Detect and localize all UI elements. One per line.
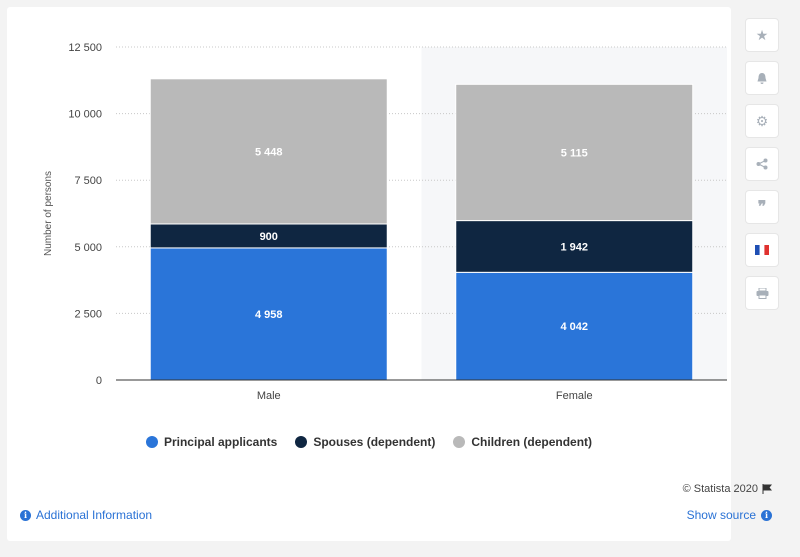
- chart-legend: Principal applicants Spouses (dependent) C…: [7, 435, 731, 449]
- info-icon: i: [761, 509, 772, 521]
- data-label: 5 115: [561, 147, 588, 159]
- y-tick-label: 12 500: [68, 42, 102, 54]
- data-label: 1 942: [560, 241, 588, 253]
- y-tick-label: 5 000: [74, 242, 102, 254]
- bar-segment[interactable]: [455, 271, 694, 381]
- french-flag-icon[interactable]: [745, 233, 779, 267]
- data-label: 4 958: [255, 309, 283, 321]
- info-icon: i: [20, 509, 31, 521]
- flag-icon: [762, 484, 772, 494]
- y-tick-label: 10 000: [68, 109, 102, 121]
- x-tick-label: Male: [257, 390, 281, 402]
- additional-information-link[interactable]: i Additional Information: [20, 508, 152, 522]
- legend-marker: [453, 436, 466, 448]
- bell-icon[interactable]: [745, 61, 779, 95]
- y-tick-label: 7 500: [74, 175, 102, 187]
- additional-information-label: Additional Information: [36, 508, 153, 522]
- data-label: 4 042: [560, 321, 588, 333]
- legend-item[interactable]: Principal applicants: [145, 435, 278, 449]
- show-source-label: Show source: [686, 508, 756, 522]
- bar-segment[interactable]: [149, 247, 388, 381]
- share-icon[interactable]: [745, 147, 779, 181]
- quote-icon[interactable]: ❞: [745, 190, 779, 224]
- legend-marker: [145, 436, 158, 448]
- bar-segment[interactable]: [455, 83, 694, 222]
- statista-credit[interactable]: © Statista 2020: [683, 483, 772, 495]
- star-icon[interactable]: ★: [745, 18, 779, 52]
- legend-label: Children (dependent): [471, 435, 593, 449]
- legend-marker: [295, 436, 308, 448]
- data-label: 900: [260, 231, 278, 243]
- bar-segment[interactable]: [149, 78, 388, 225]
- print-icon[interactable]: [745, 276, 779, 310]
- show-source-link[interactable]: Show source i: [687, 508, 772, 522]
- gear-icon[interactable]: ⚙: [745, 104, 779, 138]
- legend-item[interactable]: Children (dependent): [453, 435, 592, 449]
- y-tick-label: 2 500: [74, 308, 102, 320]
- stacked-bar-chart: 0 2 500 5 000 7 500 10 000 12 500 Number of pe…: [43, 42, 727, 402]
- x-tick-label: Female: [556, 390, 593, 402]
- legend-item[interactable]: Spouses (dependent): [295, 435, 435, 449]
- legend-label: Spouses (dependent): [313, 435, 436, 449]
- y-tick-label: 0: [96, 375, 102, 387]
- sidebar-toolbar: ★ ⚙ ❞: [745, 18, 779, 319]
- credit-text: © Statista 2020: [682, 483, 758, 495]
- legend-label: Principal applicants: [163, 435, 278, 449]
- data-label: 5 448: [255, 146, 283, 158]
- y-axis-title: Number of persons: [43, 171, 54, 256]
- chart-card: 0 2 500 5 000 7 500 10 000 12 500 Number of pe…: [7, 7, 731, 541]
